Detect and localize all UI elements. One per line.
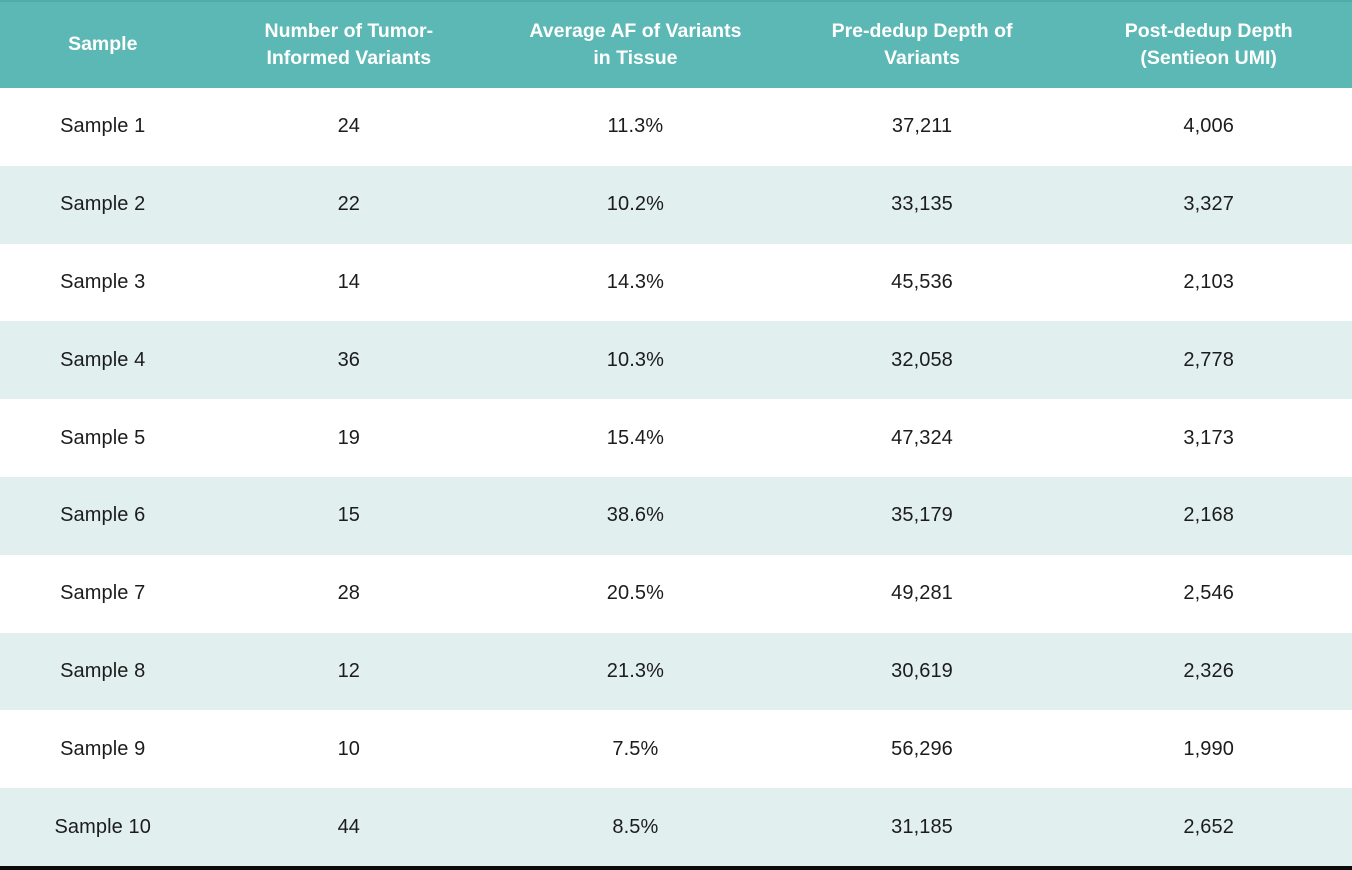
post-dedup-cell: 2,168 — [1183, 504, 1234, 527]
avg-af-cell: 11.3% — [607, 115, 664, 138]
sample-name-cell: Sample 7 — [60, 582, 146, 605]
pre-dedup-cell: 56,296 — [891, 737, 953, 760]
table-row: Sample 10 44 8.5% 31,185 2,652 — [0, 788, 1352, 866]
table-row: Sample 8 12 21.3% 30,619 2,326 — [0, 632, 1352, 711]
sample-name-cell: Sample 3 — [60, 270, 146, 293]
column-header-post-dedup: Post-dedup Depth (Sentieon UMI) — [1065, 2, 1352, 88]
table-header: Sample Number of Tumor-Informed Variants… — [0, 2, 1352, 88]
post-dedup-cell: 3,173 — [1183, 426, 1234, 449]
sample-name-cell: Sample 6 — [60, 504, 146, 527]
pre-dedup-cell: 32,058 — [891, 348, 953, 371]
post-dedup-cell: 2,652 — [1183, 815, 1234, 838]
table-row: Sample 7 28 20.5% 49,281 2,546 — [0, 554, 1352, 633]
num-variants-cell: 12 — [337, 659, 361, 682]
sample-name-cell: Sample 4 — [60, 348, 146, 371]
num-variants-cell: 28 — [337, 582, 361, 605]
post-dedup-cell: 2,326 — [1183, 659, 1234, 682]
post-dedup-cell: 2,103 — [1183, 270, 1234, 293]
avg-af-cell: 15.4% — [606, 426, 665, 449]
num-variants-cell: 10 — [337, 737, 361, 760]
column-header-avg-af: Average AF of Variants in Tissue — [492, 2, 779, 88]
table-row: Sample 6 15 38.6% 35,179 2,168 — [0, 476, 1352, 555]
column-header-num-variants: Number of Tumor-Informed Variants — [205, 2, 493, 88]
pre-dedup-cell: 30,619 — [891, 659, 953, 682]
table-row: Sample 4 36 10.3% 32,058 2,778 — [0, 321, 1352, 400]
num-variants-cell: 15 — [337, 504, 361, 527]
table-row: Sample 9 10 7.5% 56,296 1,990 — [0, 710, 1352, 789]
avg-af-cell: 10.3% — [606, 348, 665, 371]
post-dedup-cell: 3,327 — [1183, 193, 1234, 216]
num-variants-cell: 24 — [337, 115, 361, 138]
avg-af-cell: 14.3% — [606, 270, 665, 293]
post-dedup-cell: 4,006 — [1183, 115, 1234, 138]
num-variants-cell: 19 — [337, 426, 361, 449]
avg-af-cell: 20.5% — [606, 582, 665, 605]
num-variants-cell: 44 — [337, 815, 361, 838]
pre-dedup-cell: 37,211 — [891, 115, 953, 138]
pre-dedup-cell: 31,185 — [891, 815, 953, 838]
num-variants-cell: 14 — [337, 270, 361, 293]
column-header-sample: Sample — [0, 2, 206, 88]
table-body: Sample 1 24 11.3% 37,211 4,006 Sample 2 22 10.2… — [0, 88, 1352, 866]
column-header-pre-dedup: Pre-dedup Depth of Variants — [778, 2, 1066, 88]
avg-af-cell: 21.3% — [606, 659, 665, 682]
table-row: Sample 2 22 10.2% 33,135 3,327 — [0, 165, 1352, 244]
sample-name-cell: Sample 10 — [54, 815, 151, 838]
header-row: Sample Number of Tumor-Informed Variants… — [0, 2, 1352, 88]
avg-af-cell: 8.5% — [612, 815, 659, 838]
sample-name-cell: Sample 1 — [60, 115, 146, 138]
num-variants-cell: 22 — [337, 193, 361, 216]
avg-af-cell: 38.6% — [606, 504, 665, 527]
sample-name-cell: Sample 9 — [60, 737, 146, 760]
num-variants-cell: 36 — [337, 348, 361, 371]
sample-name-cell: Sample 8 — [60, 659, 146, 682]
avg-af-cell: 7.5% — [612, 737, 659, 760]
pre-dedup-cell: 45,536 — [891, 270, 953, 293]
pre-dedup-cell: 35,179 — [891, 504, 953, 527]
avg-af-cell: 10.2% — [606, 193, 665, 216]
post-dedup-cell: 1,990 — [1183, 737, 1234, 760]
table-row: Sample 3 14 14.3% 45,536 2,103 — [0, 243, 1352, 322]
pre-dedup-cell: 33,135 — [891, 193, 953, 216]
sample-name-cell: Sample 2 — [60, 193, 146, 216]
table-row: Sample 1 24 11.3% 37,211 4,006 — [0, 88, 1352, 166]
post-dedup-cell: 2,546 — [1183, 582, 1234, 605]
pre-dedup-cell: 47,324 — [891, 426, 953, 449]
pre-dedup-cell: 49,281 — [891, 582, 953, 605]
post-dedup-cell: 2,778 — [1183, 348, 1234, 371]
table-row: Sample 5 19 15.4% 47,324 3,173 — [0, 399, 1352, 477]
sample-name-cell: Sample 5 — [60, 426, 146, 449]
